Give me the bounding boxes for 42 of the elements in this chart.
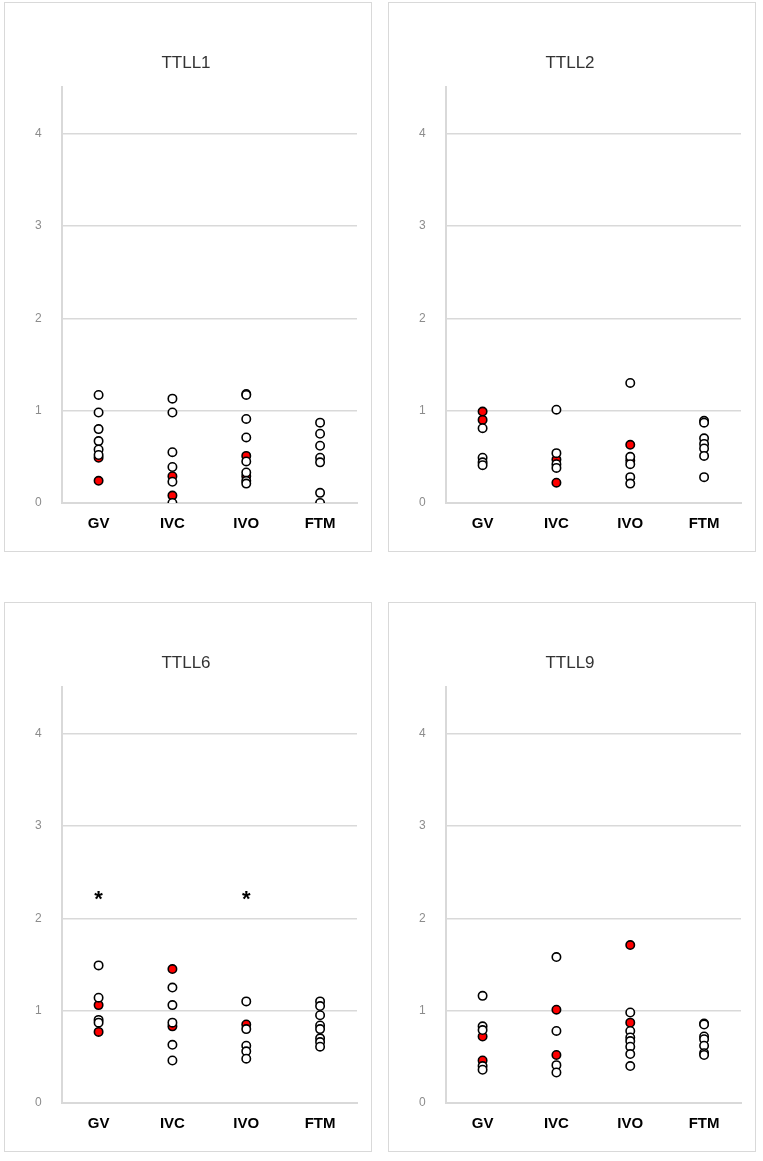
y-tick-label: 4 bbox=[418, 125, 426, 140]
annotation: * bbox=[94, 886, 104, 912]
x-tick-label: GV bbox=[87, 514, 110, 532]
x-tick-label: GV bbox=[471, 514, 494, 532]
y-tick-label: 3 bbox=[34, 818, 42, 833]
x-tick-label: IVC bbox=[159, 514, 186, 532]
y-tick-label: 1 bbox=[418, 1002, 426, 1017]
y-tick-label: 2 bbox=[34, 310, 42, 325]
annotation: * bbox=[241, 886, 251, 912]
x-tick-label: GV bbox=[87, 1114, 110, 1132]
y-tick-label: 4 bbox=[34, 725, 42, 740]
x-tick-label: IVO bbox=[233, 514, 260, 532]
chart-title: TTLL9 bbox=[545, 652, 595, 672]
x-tick-label: IVO bbox=[233, 1114, 260, 1132]
y-tick-label: 3 bbox=[418, 218, 426, 233]
x-tick-label: FTM bbox=[304, 1114, 336, 1132]
y-tick-label: 1 bbox=[34, 402, 42, 417]
x-tick-label: GV bbox=[471, 1114, 494, 1132]
y-tick-label: 1 bbox=[418, 402, 426, 417]
y-tick-label: 1 bbox=[34, 1002, 42, 1017]
chart-title: TTLL1 bbox=[161, 52, 211, 72]
x-tick-label: IVO bbox=[617, 514, 644, 532]
chart-title: TTLL6 bbox=[161, 652, 211, 672]
x-tick-label: IVO bbox=[617, 1114, 644, 1132]
x-tick-label: IVC bbox=[543, 1114, 570, 1132]
y-tick-label: 3 bbox=[418, 818, 426, 833]
x-tick-label: FTM bbox=[304, 514, 336, 532]
y-tick-label: 4 bbox=[418, 725, 426, 740]
y-tick-label: 0 bbox=[34, 495, 42, 510]
y-tick-label: 0 bbox=[418, 495, 426, 510]
y-tick-label: 2 bbox=[418, 910, 426, 925]
x-tick-label: IVC bbox=[543, 514, 570, 532]
y-tick-label: 2 bbox=[34, 910, 42, 925]
y-tick-label: 3 bbox=[34, 218, 42, 233]
y-tick-label: 0 bbox=[34, 1095, 42, 1110]
chart-title: TTLL2 bbox=[545, 52, 595, 72]
x-tick-label: FTM bbox=[688, 514, 720, 532]
y-tick-label: 4 bbox=[34, 125, 42, 140]
x-tick-label: FTM bbox=[688, 1114, 720, 1132]
y-tick-label: 2 bbox=[418, 310, 426, 325]
y-tick-label: 0 bbox=[418, 1095, 426, 1110]
x-tick-label: IVC bbox=[159, 1114, 186, 1132]
